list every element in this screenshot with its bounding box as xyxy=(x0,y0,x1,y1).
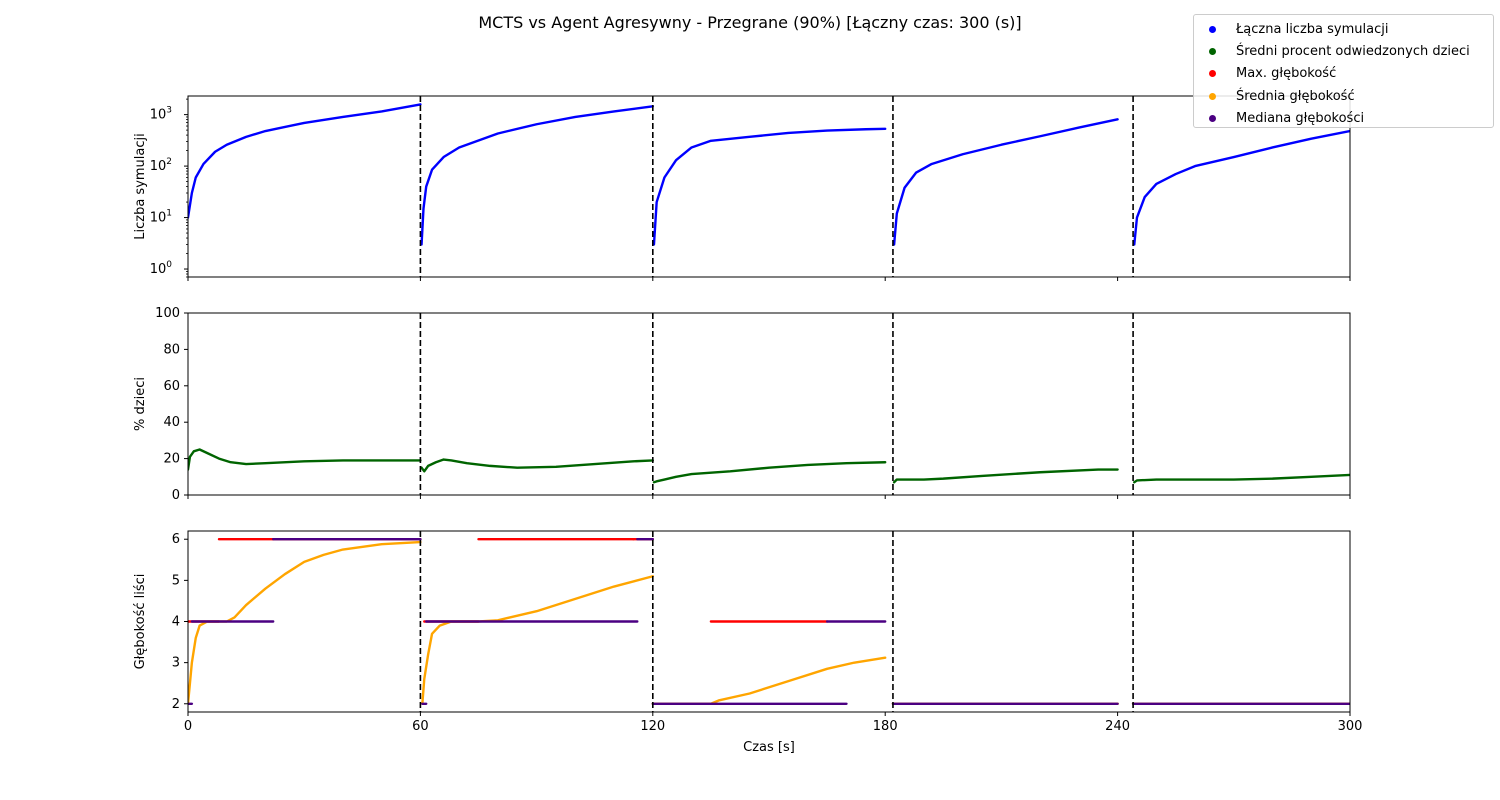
y-tick-label: 3 xyxy=(172,656,180,671)
x-tick-label: 300 xyxy=(1338,719,1363,734)
legend-label: Łączna liczba symulacji xyxy=(1236,21,1389,37)
series-line xyxy=(420,458,654,473)
chart-title: MCTS vs Agent Agresywny - Przegrane (90%… xyxy=(478,13,1022,32)
y-tick-exponent: 3 xyxy=(166,106,172,116)
y-tick-exponent: 2 xyxy=(166,157,172,167)
y-tick-label: 5 xyxy=(172,573,180,588)
legend-marker xyxy=(1209,47,1216,55)
series-line xyxy=(188,103,422,219)
x-tick-label: 120 xyxy=(640,719,665,734)
series-line xyxy=(420,105,654,246)
y-tick-label: 80 xyxy=(163,342,180,357)
y-tick-label: 6 xyxy=(172,532,180,547)
legend-marker xyxy=(1209,92,1216,100)
x-tick-label: 180 xyxy=(873,719,898,734)
legend-marker xyxy=(1209,25,1216,33)
legend-label: Max. głębokość xyxy=(1236,66,1337,82)
y-tick-label: 4 xyxy=(172,615,180,630)
y-axis-label: Liczba symulacji xyxy=(133,133,148,240)
series-line xyxy=(421,575,654,705)
x-tick-label: 240 xyxy=(1105,719,1130,734)
legend: Łączna liczba symulacji Średni procent o… xyxy=(1193,14,1494,128)
x-axis-label: Czas [s] xyxy=(743,740,795,755)
series-line xyxy=(892,118,1119,246)
series-line xyxy=(1133,129,1350,246)
legend-item: Mediana głębokości xyxy=(1204,107,1493,129)
series-group xyxy=(188,538,1350,705)
x-tick-label: 60 xyxy=(412,719,429,734)
legend-marker xyxy=(1209,70,1216,78)
y-tick-label: 40 xyxy=(163,415,180,430)
axes-frame xyxy=(187,312,1351,496)
legend-item: Max. głębokość xyxy=(1204,63,1493,85)
legend-item: Średnia głębokość xyxy=(1204,85,1493,107)
series-group xyxy=(188,448,1350,484)
y-tick-label: 0 xyxy=(172,488,180,503)
y-tick-label: 60 xyxy=(163,379,180,394)
series-group xyxy=(188,103,1350,246)
y-tick-label: 100 xyxy=(150,260,173,277)
y-tick-label: 103 xyxy=(150,106,172,123)
y-tick-label: 2 xyxy=(172,697,180,712)
legend-label: Mediana głębokości xyxy=(1236,110,1365,126)
series-line xyxy=(652,461,887,484)
y-tick-exponent: 1 xyxy=(166,209,172,219)
x-tick-label: 0 xyxy=(184,719,192,734)
legend-item: Łączna liczba symulacji xyxy=(1204,18,1493,40)
legend-label: Średni procent odwiedzonych dzieci xyxy=(1236,43,1470,59)
y-tick-label: 20 xyxy=(163,452,180,467)
series-line xyxy=(651,656,887,705)
y-tick-exponent: 0 xyxy=(166,260,172,270)
series-line xyxy=(892,468,1119,484)
y-tick-label: 101 xyxy=(150,209,172,226)
y-axis-label: Głębokość liści xyxy=(133,574,148,670)
series-line xyxy=(188,448,422,471)
legend-label: Średnia głębokość xyxy=(1236,88,1355,104)
y-tick-label: 100 xyxy=(155,306,180,321)
y-tick-label: 102 xyxy=(150,157,172,174)
series-line xyxy=(188,540,422,705)
axes-frame xyxy=(187,95,1351,278)
y-axis-label: % dzieci xyxy=(133,377,148,431)
series-line xyxy=(1133,473,1350,484)
panel: 0 20 40 60 80 100 % dzieci xyxy=(133,306,1351,503)
legend-item: Średni procent odwiedzonych dzieci xyxy=(1204,40,1493,62)
legend-marker xyxy=(1209,114,1216,122)
series-line xyxy=(652,127,887,246)
